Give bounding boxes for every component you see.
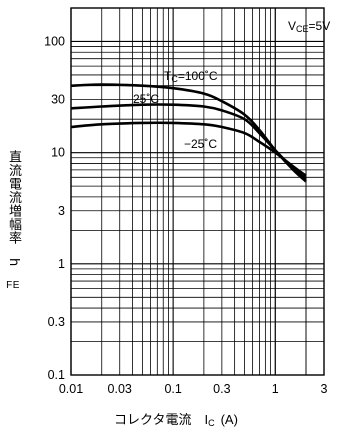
x-tick-label: 0.01 <box>59 382 83 396</box>
y-tick-labels: 0.1 0.3 1 3 10 30 100 <box>44 34 65 382</box>
curves <box>70 83 307 183</box>
y-tick-label: 10 <box>51 146 65 160</box>
y-tick-label: 0.3 <box>48 315 65 329</box>
y-tick-label: 100 <box>44 34 65 48</box>
series-label-minus25c: −25˚C <box>184 137 217 151</box>
x-tick-label: 0.03 <box>108 382 132 396</box>
series-label-100c: TC=100˚C <box>164 69 218 84</box>
grid-lines <box>70 7 325 376</box>
x-tick-label: 1 <box>272 382 279 396</box>
x-tick-labels: 0.01 0.03 0.1 0.3 1 3 <box>59 382 328 396</box>
x-tick-label: 0.3 <box>213 382 230 396</box>
series-label-25c: 25˚C <box>133 92 159 106</box>
y-tick-label: 0.1 <box>48 368 65 382</box>
y-tick-label: 1 <box>58 257 65 271</box>
condition-label: VCE=5V <box>288 19 330 34</box>
y-tick-label: 30 <box>51 93 65 107</box>
y-tick-label: 3 <box>58 204 65 218</box>
plot-border <box>70 7 325 376</box>
x-axis-title: コレクタ電流 IC (A) <box>114 412 238 428</box>
series-line-2 <box>70 121 307 177</box>
x-tick-label: 0.1 <box>164 382 181 396</box>
x-tick-label: 3 <box>321 382 328 396</box>
plot-frame <box>70 7 325 376</box>
